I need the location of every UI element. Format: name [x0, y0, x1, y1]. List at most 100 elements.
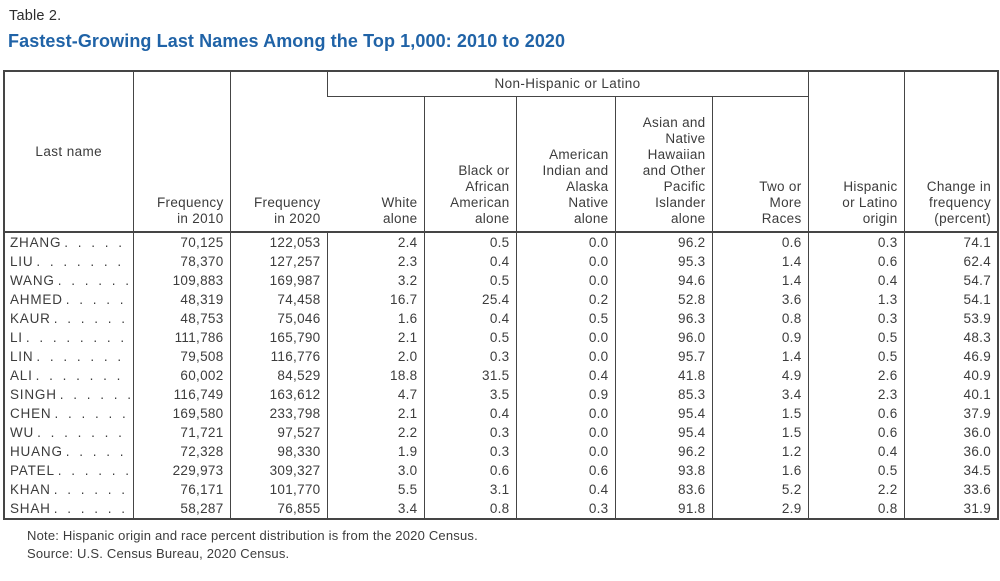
dot-leader: . . . . . . . . . . . . . . . . . . . . … [57, 273, 131, 288]
table-row: WU . . . . . . . . . . . . . . . . . . .… [4, 423, 999, 442]
white-alone-percent: 4.7 [326, 385, 424, 404]
dot-leader: . . . . . . . . . . . . . . . . . . . . … [36, 254, 130, 269]
col-header-frequency-2020: Frequency in 2020 [229, 71, 327, 233]
table-row: SHAH . . . . . . . . . . . . . . . . . .… [4, 499, 999, 519]
asian-nhpi-alone-percent: 96.2 [614, 442, 712, 461]
aian-alone-percent: 0.0 [515, 232, 615, 252]
frequency-2020-value: 74,458 [229, 290, 327, 309]
frequency-2020-value: 163,612 [229, 385, 327, 404]
white-alone-percent: 2.1 [326, 404, 424, 423]
dot-leader: . . . . . . . . . . . . . . . . . . . . … [36, 349, 130, 364]
col-header-frequency-2010: Frequency in 2010 [132, 71, 230, 233]
aian-alone-percent: 0.2 [515, 290, 615, 309]
change-in-frequency-percent: 40.1 [903, 385, 999, 404]
hispanic-origin-percent: 1.3 [807, 290, 905, 309]
black-alone-percent: 0.4 [423, 309, 516, 328]
two-or-more-races-percent: 1.4 [711, 271, 809, 290]
hispanic-origin-percent: 0.5 [807, 328, 905, 347]
frequency-2010-value: 109,883 [132, 271, 230, 290]
change-in-frequency-percent: 74.1 [903, 232, 999, 252]
two-or-more-races-percent: 1.4 [711, 252, 809, 271]
two-or-more-races-percent: 1.4 [711, 347, 809, 366]
hispanic-origin-percent: 0.5 [807, 461, 905, 480]
last-name-cell: LI . . . . . . . . . . . . . . . . . . .… [10, 328, 131, 347]
change-in-frequency-percent: 40.9 [903, 366, 999, 385]
white-alone-percent: 1.6 [326, 309, 424, 328]
last-name-cell: CHEN . . . . . . . . . . . . . . . . . .… [10, 404, 131, 423]
frequency-2010-value: 79,508 [132, 347, 230, 366]
last-name-cell: WU . . . . . . . . . . . . . . . . . . .… [10, 423, 131, 442]
last-name-cell: ZHANG . . . . . . . . . . . . . . . . . … [10, 233, 131, 252]
white-alone-percent: 3.2 [326, 271, 424, 290]
black-alone-percent: 3.1 [423, 480, 516, 499]
aian-alone-percent: 0.6 [515, 461, 615, 480]
col-header-two-or-more-races: Two or More Races [711, 96, 809, 233]
frequency-2020-value: 98,330 [229, 442, 327, 461]
last-name-value: LIN [10, 349, 34, 364]
last-name-cell: WANG . . . . . . . . . . . . . . . . . .… [10, 271, 131, 290]
frequency-2010-value: 48,753 [132, 309, 230, 328]
col-header-hispanic-or-latino-origin: Hispanic or Latino origin [807, 71, 905, 233]
two-or-more-races-percent: 4.9 [711, 366, 809, 385]
table-row: AHMED . . . . . . . . . . . . . . . . . … [4, 290, 999, 309]
change-in-frequency-percent: 33.6 [903, 480, 999, 499]
frequency-2010-value: 60,002 [132, 366, 230, 385]
white-alone-percent: 2.3 [326, 252, 424, 271]
note-line: Note: Hispanic origin and race percent d… [27, 528, 478, 543]
frequency-2020-value: 84,529 [229, 366, 327, 385]
white-alone-percent: 3.4 [326, 499, 424, 519]
last-name-value: KAUR [10, 311, 51, 326]
black-alone-percent: 0.8 [423, 499, 516, 519]
table-row: LIU . . . . . . . . . . . . . . . . . . … [4, 252, 999, 271]
frequency-2020-value: 97,527 [229, 423, 327, 442]
frequency-2010-value: 229,973 [132, 461, 230, 480]
aian-alone-percent: 0.5 [515, 309, 615, 328]
two-or-more-races-percent: 1.6 [711, 461, 809, 480]
last-name-value: ALI [10, 368, 33, 383]
hispanic-origin-percent: 0.8 [807, 499, 905, 519]
col-header-white-alone: White alone [327, 96, 424, 233]
asian-nhpi-alone-percent: 95.7 [614, 347, 712, 366]
table-row: KHAN . . . . . . . . . . . . . . . . . .… [4, 480, 999, 499]
frequency-2010-value: 48,319 [132, 290, 230, 309]
fastest-growing-last-names-table: Last name Frequency in 2010 Frequency in… [3, 70, 1000, 520]
white-alone-percent: 5.5 [326, 480, 424, 499]
two-or-more-races-percent: 3.6 [711, 290, 809, 309]
last-name-cell: KAUR . . . . . . . . . . . . . . . . . .… [10, 309, 131, 328]
two-or-more-races-percent: 1.5 [711, 423, 809, 442]
frequency-2010-value: 58,287 [132, 499, 230, 519]
last-name-cell: HUANG . . . . . . . . . . . . . . . . . … [10, 442, 131, 461]
change-in-frequency-percent: 34.5 [903, 461, 999, 480]
dot-leader: . . . . . . . . . . . . . . . . . . . . … [53, 501, 131, 516]
black-alone-percent: 0.5 [423, 232, 516, 252]
col-header-black-alone: Black or African American alone [423, 96, 516, 233]
asian-nhpi-alone-percent: 93.8 [614, 461, 712, 480]
frequency-2010-value: 76,171 [132, 480, 230, 499]
hispanic-origin-percent: 0.3 [807, 309, 905, 328]
col-header-aian-alone: American Indian and Alaska Native alone [515, 96, 615, 233]
last-name-value: HUANG [10, 444, 63, 459]
table-footnotes: Note: Hispanic origin and race percent d… [27, 527, 478, 563]
last-name-cell: ALI . . . . . . . . . . . . . . . . . . … [10, 366, 131, 385]
change-in-frequency-percent: 54.1 [903, 290, 999, 309]
table-title: Fastest-Growing Last Names Among the Top… [8, 31, 566, 51]
last-name-value: WU [10, 425, 35, 440]
change-in-frequency-percent: 36.0 [903, 423, 999, 442]
asian-nhpi-alone-percent: 96.0 [614, 328, 712, 347]
last-name-value: SHAH [10, 501, 51, 516]
black-alone-percent: 3.5 [423, 385, 516, 404]
asian-nhpi-alone-percent: 91.8 [614, 499, 712, 519]
hispanic-origin-percent: 0.5 [807, 347, 905, 366]
frequency-2020-value: 75,046 [229, 309, 327, 328]
black-alone-percent: 0.3 [423, 442, 516, 461]
table-row: ZHANG . . . . . . . . . . . . . . . . . … [4, 232, 999, 252]
hispanic-origin-percent: 0.4 [807, 271, 905, 290]
hispanic-origin-percent: 0.3 [807, 232, 905, 252]
black-alone-percent: 25.4 [423, 290, 516, 309]
frequency-2010-value: 169,580 [132, 404, 230, 423]
change-in-frequency-percent: 62.4 [903, 252, 999, 271]
aian-alone-percent: 0.0 [515, 252, 615, 271]
last-name-value: SINGH [10, 387, 57, 402]
two-or-more-races-percent: 1.2 [711, 442, 809, 461]
change-in-frequency-percent: 31.9 [903, 499, 999, 519]
